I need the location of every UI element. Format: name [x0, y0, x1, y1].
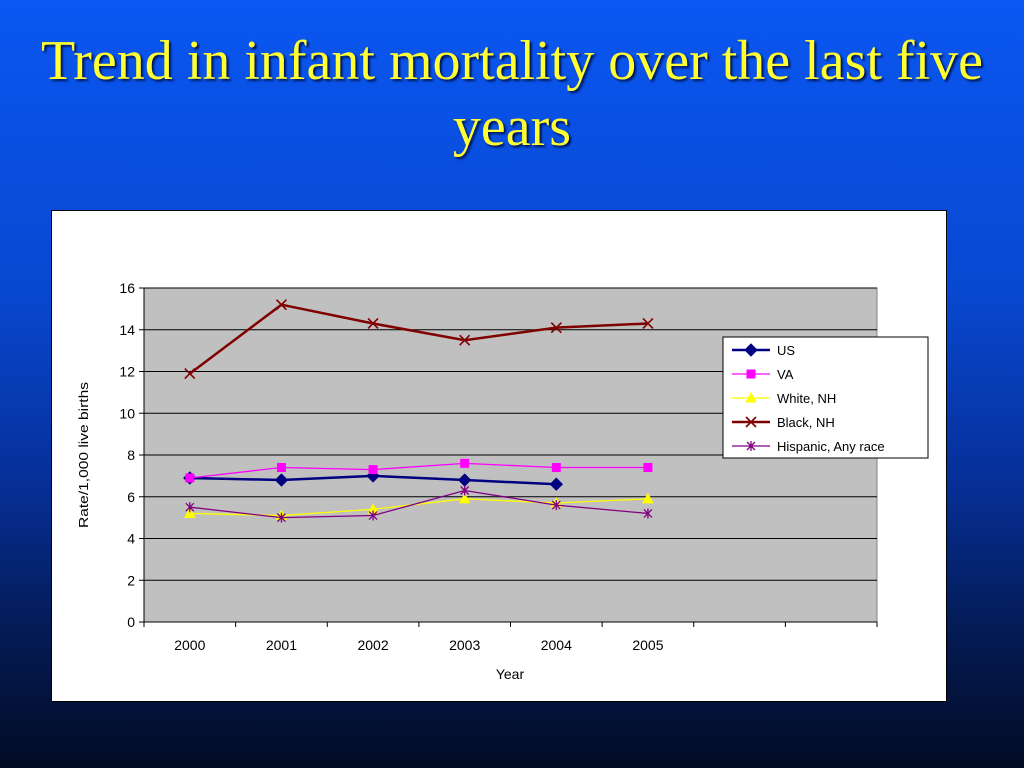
series-group: [183, 299, 654, 523]
legend-label: Hispanic, Any race: [777, 439, 885, 454]
legend-label: White, NH: [777, 391, 836, 406]
data-point: [275, 299, 288, 311]
y-tick-label: 16: [119, 280, 135, 296]
legend-marker: [745, 391, 757, 403]
y-tick-label: 14: [119, 322, 135, 338]
series-line: [189, 462, 648, 479]
x-tick-label: 2001: [266, 637, 297, 653]
x-tick-label: 2004: [541, 637, 572, 653]
data-point: [183, 507, 196, 518]
data-point: [185, 502, 195, 513]
data-point: [459, 334, 471, 346]
y-tick-label: 4: [127, 531, 135, 547]
data-point: [276, 463, 286, 473]
data-point: [642, 317, 654, 330]
data-point: [368, 510, 378, 521]
data-point: [550, 322, 562, 334]
legend-marker: [744, 343, 758, 357]
data-point: [185, 473, 195, 483]
y-tick-label: 10: [119, 405, 135, 421]
series-va: [185, 458, 653, 483]
legend-label: US: [777, 343, 795, 358]
data-point: [551, 500, 561, 511]
y-tick-label: 8: [127, 447, 135, 463]
legend-item-va: VA: [732, 367, 794, 382]
y-tick-label: 6: [127, 489, 135, 505]
data-point: [642, 492, 654, 504]
x-tick-label: 2002: [357, 637, 388, 653]
legend-marker: [746, 369, 756, 379]
data-point: [549, 477, 564, 491]
axes: 0 2 4 6 8 10 12 14 16 2000 2001 2002 2003 2004 2005: [119, 280, 878, 653]
x-tick-label: 2003: [449, 637, 480, 653]
data-point: [460, 458, 470, 468]
legend-label: Black, NH: [777, 415, 835, 430]
series-line: [189, 303, 648, 375]
data-point: [458, 492, 471, 504]
data-point: [551, 463, 561, 473]
legend: US VA White, NH Black, NH Hispanic, Any race: [722, 336, 929, 459]
y-tick-label: 12: [119, 364, 135, 380]
legend-item-us: US: [732, 343, 795, 358]
data-point: [368, 465, 378, 475]
legend-items: US VA White, NH Black, NH Hispanic, Any race: [732, 343, 885, 454]
line-chart: 0 2 4 6 8 10 12 14 16 2000 2001 2002 2003 2004 2005 Ra…: [76, 280, 929, 682]
x-tick-label: 2000: [174, 637, 205, 653]
x-tick-label: 2005: [632, 637, 663, 653]
data-point: [643, 463, 653, 473]
series-line: [189, 489, 648, 519]
slide-title: Trend in infant mortality over the last …: [41, 30, 983, 158]
legend-label: VA: [777, 367, 794, 382]
y-tick-label: 0: [127, 614, 135, 630]
legend-marker: [745, 416, 757, 428]
data-point: [276, 512, 286, 523]
x-axis-label: Year: [496, 666, 525, 682]
series-black-nh: [184, 299, 654, 380]
chart-container: 0 2 4 6 8 10 12 14 16 2000 2001 2002 2003 2004 2005 Ra…: [51, 210, 947, 702]
series-hispanic-any-race: [185, 485, 653, 523]
series-line: [189, 498, 648, 517]
data-point: [274, 473, 289, 487]
legend-marker: [746, 441, 756, 451]
data-point: [184, 368, 196, 380]
data-point: [643, 508, 653, 519]
data-point: [367, 317, 379, 330]
legend-item-hispanic-any-race: Hispanic, Any race: [732, 439, 885, 454]
y-tick-label: 2: [127, 572, 135, 588]
legend-item-white-nh: White, NH: [732, 391, 836, 406]
y-axis-label: Rate/1,000 live births: [76, 381, 91, 528]
legend-item-black-nh: Black, NH: [732, 415, 835, 430]
data-point: [460, 485, 470, 496]
